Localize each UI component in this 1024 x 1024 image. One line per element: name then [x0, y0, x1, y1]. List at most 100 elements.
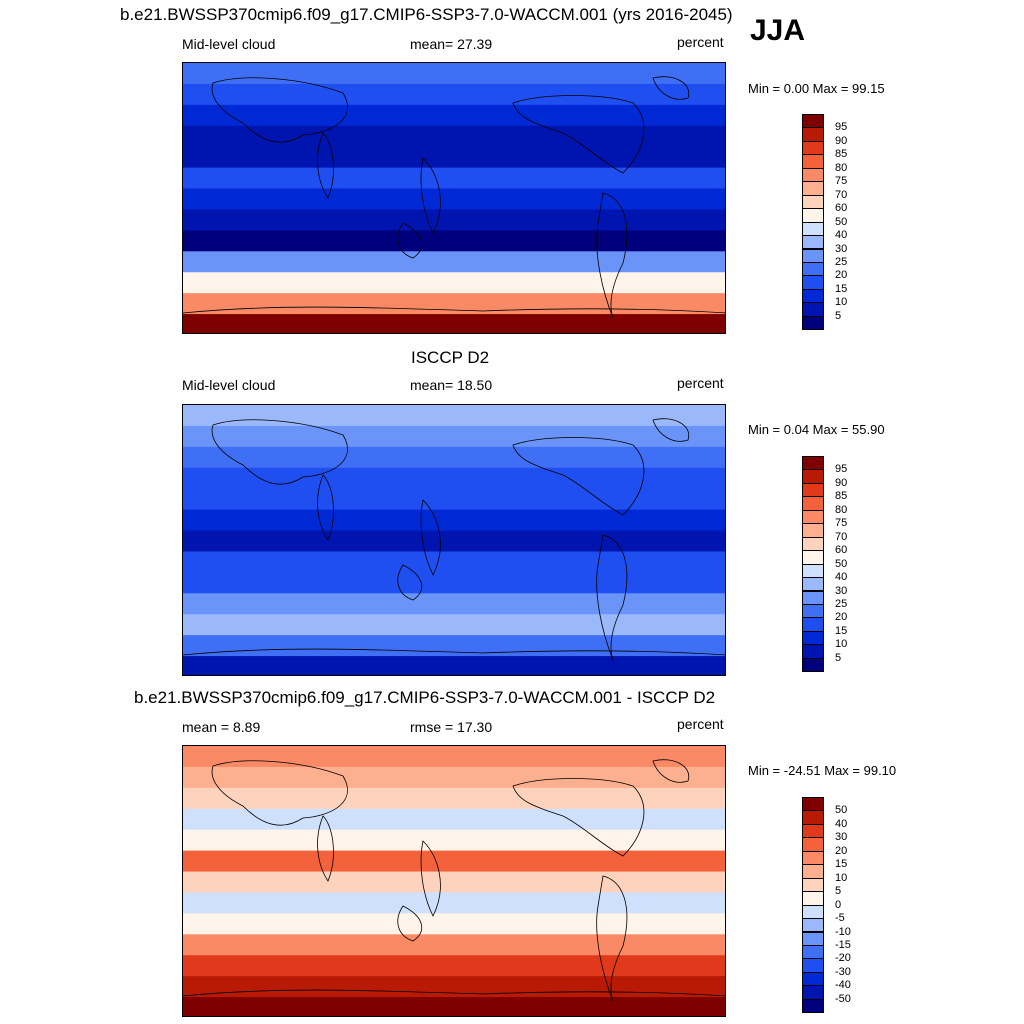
- latitude-band: [183, 251, 725, 273]
- colorbar-tick-label: 20: [835, 269, 848, 282]
- colorbar-box: [802, 971, 824, 987]
- panel3-mean-label: mean = 8.89: [182, 719, 261, 735]
- colorbar-tick-label: 70: [835, 530, 848, 543]
- latitude-band: [183, 871, 725, 894]
- colorbar-box: [802, 891, 824, 906]
- colorbar-tick-label: 30: [835, 584, 848, 597]
- colorbar-tick-label: 75: [835, 517, 848, 530]
- latitude-band: [183, 530, 725, 553]
- colorbar-tick-label: 90: [835, 476, 848, 489]
- colorbar-box: [802, 644, 824, 659]
- latitude-band: [183, 188, 725, 211]
- coastline: [317, 474, 334, 541]
- colorbar-box: [802, 456, 824, 471]
- latitude-band: [183, 230, 725, 252]
- colorbar-box: [802, 877, 824, 893]
- colorbar-tick-label: 20: [835, 844, 848, 857]
- colorbar-box: [802, 864, 824, 879]
- colorbar-box: [802, 550, 824, 565]
- latitude-band: [183, 934, 725, 956]
- colorbar-box: [802, 509, 824, 525]
- colorbar-box: [802, 603, 824, 619]
- colorbar-box: [802, 469, 824, 484]
- coastline: [596, 192, 628, 319]
- colorbar-tick-label: 30: [835, 242, 848, 255]
- coastline: [183, 989, 725, 997]
- colorbar-tick-label: 5: [835, 651, 842, 664]
- latitude-band: [183, 913, 725, 935]
- colorbar-box: [802, 181, 824, 196]
- coastline: [211, 419, 348, 485]
- panel2-heatmap: [183, 405, 725, 675]
- colorbar-tick-label: 50: [835, 215, 848, 228]
- colorbar-tick-label: 80: [835, 503, 848, 516]
- panel3-title: b.e21.BWSSP370cmip6.f09_g17.CMIP6-SSP3-7…: [134, 688, 716, 707]
- colorbar-tick-label: 50: [835, 804, 848, 817]
- coastline: [652, 76, 690, 100]
- coastline: [397, 222, 423, 259]
- colorbar-box: [802, 523, 824, 538]
- colorbar-box: [802, 563, 824, 579]
- coastline: [183, 648, 725, 656]
- colorbar-tick-label: 10: [835, 638, 848, 651]
- colorbar-box: [802, 837, 824, 852]
- panel2-title: ISCCP D2: [411, 348, 490, 367]
- latitude-band: [183, 146, 725, 169]
- colorbar-box: [802, 797, 824, 812]
- colorbar-tick-label: 95: [835, 121, 848, 134]
- colorbar-tick-label: 10: [835, 871, 848, 884]
- colorbar-tick-label: -15: [835, 938, 851, 951]
- panel3-minmax-label: Min = -24.51 Max = 99.10: [748, 763, 897, 778]
- colorbar-tick-label: 0: [835, 898, 842, 911]
- colorbar-tick-label: 40: [835, 229, 848, 242]
- colorbar-box: [802, 288, 824, 304]
- latitude-band: [183, 808, 725, 831]
- colorbar-tick-label: 10: [835, 296, 848, 309]
- colorbar-box: [802, 823, 824, 839]
- panel2-map: [182, 404, 726, 676]
- colorbar-tick-label: 5: [835, 885, 842, 898]
- colorbar-tick-label: 25: [835, 597, 848, 610]
- colorbar-tick-label: 15: [835, 624, 848, 637]
- latitude-band: [183, 593, 725, 615]
- coastline: [420, 157, 441, 234]
- latitude-band: [183, 167, 725, 190]
- colorbar-tick-label: 25: [835, 255, 848, 268]
- colorbar-box: [802, 154, 824, 169]
- colorbar-tick-label: 40: [835, 817, 848, 830]
- panel3-units-label: percent: [677, 716, 724, 732]
- latitude-band: [183, 425, 725, 448]
- colorbar-tick-label: 15: [835, 282, 848, 295]
- latitude-band: [183, 209, 725, 231]
- latitude-band: [183, 572, 725, 594]
- latitude-band: [183, 787, 725, 810]
- latitude-band: [183, 892, 725, 914]
- colorbar-box: [802, 931, 824, 946]
- colorbar-box: [802, 482, 824, 498]
- panel1-variable-label: Mid-level cloud: [182, 36, 276, 52]
- colorbar-box: [802, 302, 824, 317]
- colorbar-tick-label: -40: [835, 979, 851, 992]
- latitude-band: [183, 83, 725, 106]
- colorbar-tick-label: 60: [835, 544, 848, 557]
- colorbar-box: [802, 944, 824, 960]
- coastline: [211, 77, 348, 143]
- colorbar-tick-label: 60: [835, 202, 848, 215]
- colorbar-box: [802, 985, 824, 1000]
- latitude-band: [183, 766, 725, 789]
- latitude-band: [183, 976, 725, 998]
- panel1-units-label: percent: [677, 34, 724, 50]
- colorbar-box: [802, 235, 824, 250]
- latitude-band: [183, 467, 725, 490]
- colorbar-tick-label: 80: [835, 161, 848, 174]
- latitude-band: [183, 509, 725, 532]
- panel1-minmax-label: Min = 0.00 Max = 99.15: [748, 81, 885, 96]
- latitude-band: [183, 614, 725, 636]
- colorbar-box: [802, 127, 824, 142]
- colorbar-tick-label: 20: [835, 611, 848, 624]
- season-label: JJA: [750, 14, 806, 47]
- coastline: [512, 778, 645, 857]
- coastline: [512, 95, 645, 174]
- colorbar-tick-label: 15: [835, 858, 848, 871]
- coastline: [397, 564, 423, 601]
